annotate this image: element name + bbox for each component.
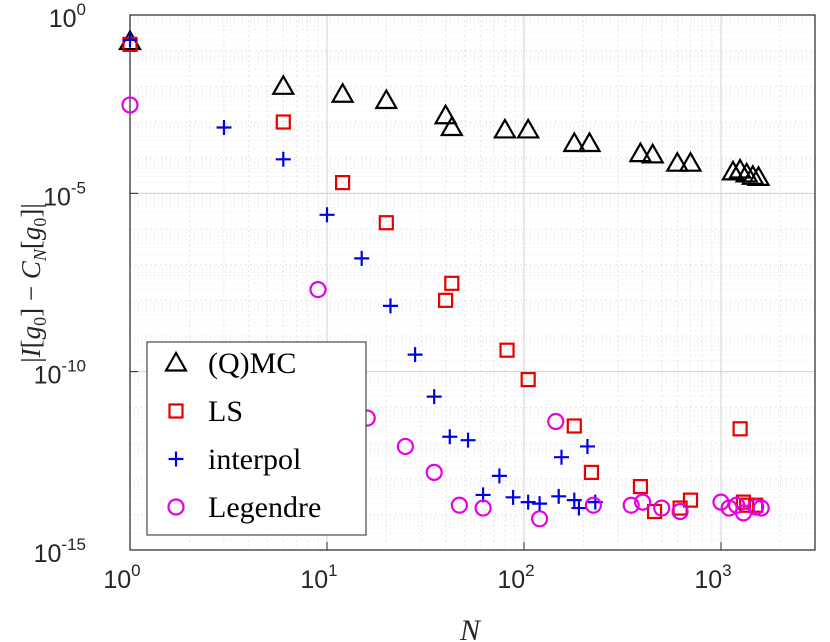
data-point: [275, 114, 291, 130]
data-point: [425, 463, 443, 481]
y-tick-label: 100: [49, 0, 86, 33]
data-point: [531, 510, 549, 528]
legend-label: (Q)MC: [208, 347, 296, 380]
x-axis-label: N: [459, 614, 482, 642]
data-point: [583, 464, 600, 480]
data-point: [566, 418, 582, 434]
data-point: [499, 342, 515, 358]
data-point: [682, 492, 699, 508]
data-point: [460, 432, 476, 448]
data-point: [551, 488, 567, 504]
data-point: [665, 150, 690, 172]
data-point: [374, 88, 399, 110]
legend-marker: [168, 403, 184, 419]
data-point: [566, 492, 582, 508]
y-axis-label-text: |I[g0] − CN[g0]|: [16, 203, 50, 363]
data-point: [640, 142, 665, 164]
legend-item: (Q)MC: [164, 347, 296, 380]
data-point: [122, 32, 138, 48]
legend-marker: [167, 498, 185, 516]
data-point: [752, 499, 770, 517]
y-tick-label: 10-10: [34, 357, 86, 390]
data-point: [450, 496, 469, 514]
data-point: [216, 120, 232, 136]
data-point: [354, 250, 370, 266]
x-axis-label-text: N: [459, 614, 482, 642]
data-point: [444, 275, 460, 291]
axis-ticks: 100 101 102 103 100 10-5 10-10 10-15: [34, 0, 732, 594]
data-point: [532, 496, 548, 512]
series-legendre: [121, 96, 770, 528]
data-point: [653, 499, 671, 517]
data-point: [746, 165, 771, 186]
data-point: [734, 161, 759, 183]
data-point: [505, 489, 521, 505]
data-point: [584, 496, 602, 514]
x-tick-label: 102: [497, 561, 534, 594]
data-point: [520, 494, 536, 510]
legend-label: LS: [208, 395, 243, 428]
data-point: [547, 412, 565, 431]
plot-frame: [129, 14, 816, 551]
data-point: [396, 437, 414, 456]
data-point: [579, 438, 595, 454]
legend-marker: [164, 350, 188, 372]
legend-item: Legendre: [167, 491, 321, 524]
data-point: [442, 429, 458, 445]
data-point: [382, 298, 398, 314]
data-point: [121, 96, 139, 114]
data-point: [493, 117, 517, 139]
data-point: [433, 103, 458, 125]
data-point: [571, 500, 587, 516]
x-tick-label: 103: [694, 561, 731, 594]
data-marks: [118, 29, 771, 528]
legend-label: interpol: [208, 443, 301, 476]
series--q-mc: [118, 29, 771, 186]
data-point: [330, 82, 355, 103]
data-point: [671, 502, 689, 521]
data-point: [426, 389, 442, 405]
series-interpol: [122, 32, 603, 516]
data-point: [407, 347, 423, 363]
legend-item: interpol: [168, 443, 301, 476]
data-point: [474, 499, 492, 517]
data-point: [275, 151, 291, 167]
data-point: [628, 141, 653, 163]
data-point: [520, 371, 536, 388]
data-point: [732, 421, 748, 437]
x-tick-label: 100: [103, 561, 140, 594]
y-axis-label: |I[g0] − CN[g0]|: [16, 203, 50, 363]
data-point: [721, 159, 745, 181]
y-tick-label: 10-5: [43, 178, 86, 211]
data-point: [678, 150, 703, 172]
data-point: [634, 493, 652, 511]
data-point: [378, 215, 394, 231]
data-point: [438, 292, 454, 308]
legend: (Q)MC LS interpol Legendre: [146, 341, 367, 536]
x-tick-label: 101: [300, 561, 337, 594]
data-point: [491, 468, 507, 484]
data-point: [516, 117, 541, 139]
data-point: [439, 115, 464, 137]
data-point: [319, 207, 335, 223]
legend-label: Legendre: [208, 491, 321, 524]
data-point: [554, 449, 569, 465]
legend-marker: [168, 451, 184, 467]
data-point: [632, 478, 649, 495]
data-point: [577, 131, 602, 153]
legend-item: LS: [168, 395, 243, 428]
data-point: [622, 496, 640, 514]
data-point: [271, 74, 296, 95]
y-tick-label: 10-15: [34, 535, 86, 568]
data-point: [562, 131, 587, 153]
data-point: [335, 174, 351, 191]
data-point: [309, 280, 327, 299]
